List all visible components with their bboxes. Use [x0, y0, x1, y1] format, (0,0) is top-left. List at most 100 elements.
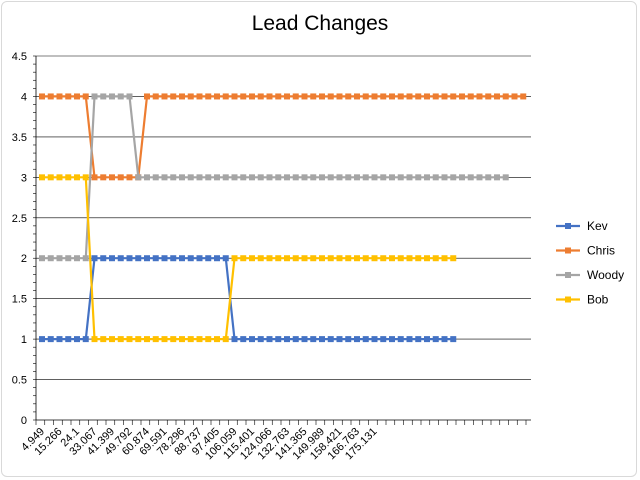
- data-point: [91, 174, 98, 181]
- data-point: [424, 93, 430, 100]
- data-point: [310, 174, 317, 181]
- data-point: [214, 255, 220, 262]
- data-point: [467, 93, 474, 100]
- legend-label: Kev: [587, 219, 608, 233]
- data-point: [231, 255, 238, 262]
- data-point: [170, 174, 177, 181]
- data-point: [371, 93, 378, 100]
- data-point: [249, 255, 255, 262]
- data-point: [257, 336, 264, 343]
- data-point: [65, 174, 72, 181]
- data-point: [389, 255, 395, 262]
- data-point: [144, 174, 150, 181]
- data-point: [310, 255, 317, 262]
- data-point: [152, 255, 159, 262]
- data-point: [459, 93, 465, 100]
- data-point: [354, 336, 360, 343]
- data-point: [65, 255, 72, 262]
- legend-swatch-marker: [565, 296, 571, 303]
- data-point: [144, 93, 150, 100]
- data-point: [47, 93, 54, 100]
- data-point: [39, 336, 45, 343]
- data-point: [231, 93, 238, 100]
- data-point: [39, 174, 45, 181]
- data-point: [117, 255, 124, 262]
- data-point: [74, 93, 80, 100]
- data-point: [380, 93, 387, 100]
- data-point: [56, 93, 63, 100]
- data-point: [65, 93, 72, 100]
- data-point: [336, 174, 343, 181]
- data-point: [284, 336, 290, 343]
- data-point: [275, 336, 282, 343]
- data-point: [502, 174, 509, 181]
- data-point: [187, 93, 194, 100]
- legend-label: Chris: [587, 244, 615, 258]
- data-point: [415, 255, 422, 262]
- data-point: [336, 255, 343, 262]
- data-point: [301, 255, 308, 262]
- data-point: [380, 174, 387, 181]
- data-point: [144, 336, 150, 343]
- data-point: [310, 336, 317, 343]
- data-point: [354, 174, 360, 181]
- data-point: [327, 255, 334, 262]
- data-point: [389, 174, 395, 181]
- data-point: [284, 174, 290, 181]
- data-point: [47, 255, 54, 262]
- data-point: [249, 174, 255, 181]
- data-point: [187, 336, 194, 343]
- y-tick-label: 2.5: [12, 213, 27, 225]
- data-point: [310, 93, 317, 100]
- data-point: [196, 255, 203, 262]
- data-point: [406, 255, 413, 262]
- data-point: [161, 174, 168, 181]
- data-point: [345, 93, 352, 100]
- data-point: [327, 93, 334, 100]
- data-point: [205, 174, 212, 181]
- data-point: [240, 336, 247, 343]
- data-point: [91, 336, 98, 343]
- data-point: [47, 336, 54, 343]
- data-point: [109, 93, 115, 100]
- data-point: [170, 93, 177, 100]
- data-point: [292, 255, 299, 262]
- data-point: [109, 255, 115, 262]
- data-point: [292, 336, 299, 343]
- data-point: [485, 174, 492, 181]
- data-point: [179, 255, 185, 262]
- data-point: [82, 174, 89, 181]
- data-point: [56, 174, 63, 181]
- data-point: [371, 336, 378, 343]
- data-point: [117, 93, 124, 100]
- data-point: [345, 336, 352, 343]
- data-point: [380, 336, 387, 343]
- data-point: [284, 93, 290, 100]
- data-point: [47, 174, 54, 181]
- data-point: [450, 93, 457, 100]
- data-point: [231, 336, 238, 343]
- data-point: [336, 336, 343, 343]
- data-point: [179, 174, 185, 181]
- data-point: [179, 336, 185, 343]
- data-point: [354, 93, 360, 100]
- data-point: [406, 93, 413, 100]
- data-point: [406, 174, 413, 181]
- data-point: [109, 174, 115, 181]
- data-point: [397, 336, 404, 343]
- data-point: [205, 336, 212, 343]
- data-point: [424, 174, 430, 181]
- data-point: [100, 93, 107, 100]
- data-point: [231, 174, 238, 181]
- data-point: [397, 255, 404, 262]
- chart-title: Lead Changes: [251, 12, 389, 35]
- data-point: [450, 174, 457, 181]
- data-point: [249, 336, 255, 343]
- data-point: [266, 336, 273, 343]
- data-point: [441, 255, 448, 262]
- data-point: [266, 93, 273, 100]
- data-point: [214, 336, 220, 343]
- data-point: [380, 255, 387, 262]
